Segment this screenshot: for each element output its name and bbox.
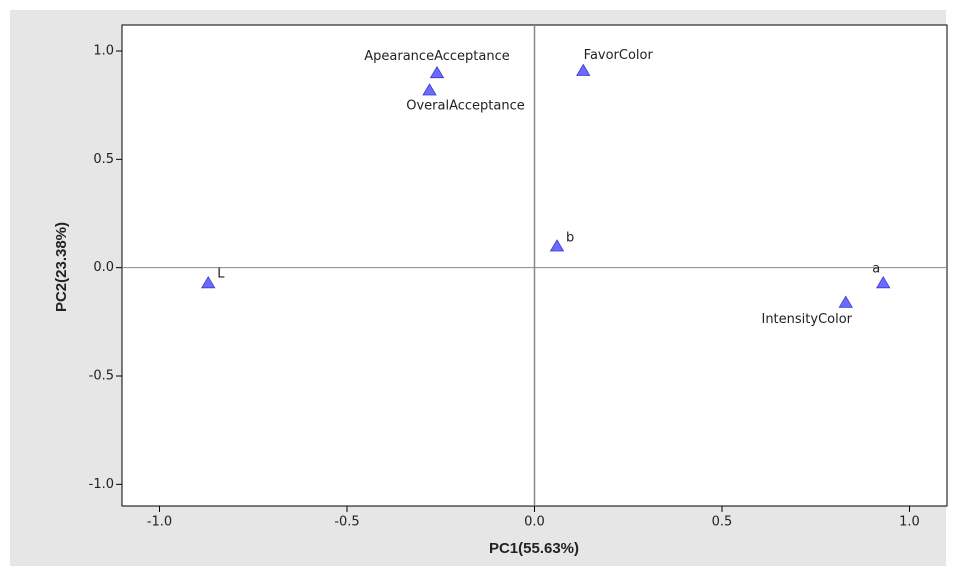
point xyxy=(549,239,565,252)
y-tick-label: 1.0 xyxy=(93,44,114,59)
y-tick-label: 0.5 xyxy=(93,152,114,167)
point xyxy=(576,63,591,76)
x-axis-title: PC1(55.63%) xyxy=(489,540,579,557)
point-label: ApearanceAcceptance xyxy=(364,49,509,64)
point xyxy=(876,276,891,289)
point xyxy=(429,65,445,79)
point xyxy=(422,83,437,96)
x-tick-label: -1.0 xyxy=(147,515,172,530)
x-tick-label: 0.0 xyxy=(524,515,545,530)
point-label: L xyxy=(217,266,225,281)
y-tick-label: -1.0 xyxy=(89,477,114,492)
point xyxy=(838,295,853,308)
point-label: a xyxy=(872,261,880,276)
point-label: OveralAcceptance xyxy=(406,99,525,114)
y-tick-label: -0.5 xyxy=(89,369,114,384)
y-tick-label: 0.0 xyxy=(93,260,114,275)
point-label: IntensityColor xyxy=(761,312,852,327)
point-label: b xyxy=(566,231,574,246)
x-tick-label: 0.5 xyxy=(712,515,733,530)
x-tick-label: -0.5 xyxy=(334,515,359,530)
point xyxy=(201,276,216,289)
point-label: FavorColor xyxy=(584,48,654,63)
y-axis-title: PC2(23.38%) xyxy=(53,222,70,312)
x-tick-label: 1.0 xyxy=(899,515,920,530)
